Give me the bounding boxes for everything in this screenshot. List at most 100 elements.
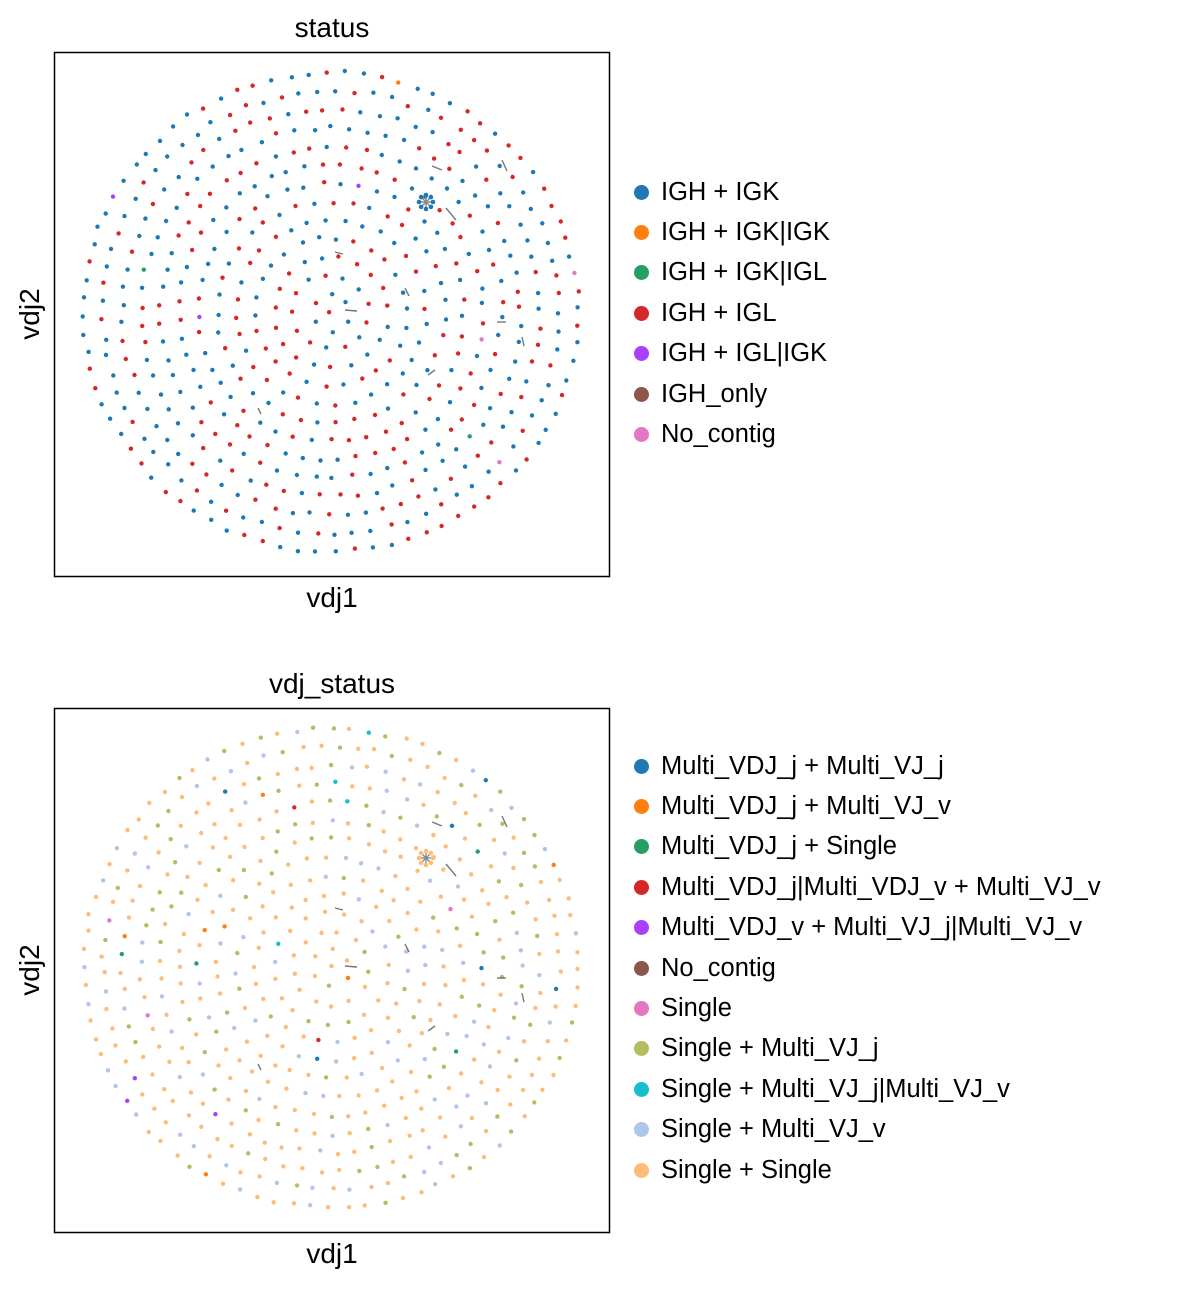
data-point xyxy=(307,340,313,345)
data-point xyxy=(334,930,339,935)
data-point xyxy=(300,1166,305,1171)
data-point xyxy=(535,290,541,296)
data-point xyxy=(261,930,266,935)
data-point xyxy=(250,230,255,235)
data-point xyxy=(368,392,374,397)
data-point xyxy=(176,174,181,180)
data-point xyxy=(462,464,468,469)
data-point xyxy=(419,1106,424,1111)
data-point xyxy=(104,1006,109,1012)
legend-label: IGH + IGK|IGK xyxy=(661,218,830,247)
data-point xyxy=(507,204,512,209)
data-point xyxy=(132,851,137,856)
data-point xyxy=(273,305,278,310)
data-point xyxy=(184,352,189,357)
legend-label: IGH_only xyxy=(661,379,768,408)
data-point xyxy=(292,971,297,976)
data-point xyxy=(393,272,398,277)
data-point xyxy=(123,1059,128,1064)
data-point xyxy=(484,177,489,182)
data-point xyxy=(532,864,538,869)
data-point xyxy=(250,83,255,88)
legend-item: No_contig xyxy=(634,414,830,454)
data-point xyxy=(160,339,166,344)
data-point xyxy=(387,918,392,924)
data-point xyxy=(304,379,309,384)
data-point xyxy=(329,437,334,442)
data-point xyxy=(385,1181,391,1186)
data-point xyxy=(258,1053,263,1058)
data-point xyxy=(495,220,501,226)
data-point xyxy=(483,1101,489,1106)
data-point xyxy=(385,1040,391,1045)
data-point xyxy=(312,1131,317,1136)
data-point xyxy=(425,764,430,770)
data-point xyxy=(404,306,410,311)
data-point xyxy=(242,1005,248,1011)
data-point xyxy=(271,890,276,895)
data-point xyxy=(486,469,491,474)
data-point xyxy=(368,471,373,477)
data-point xyxy=(383,944,388,949)
data-point xyxy=(438,280,444,286)
data-point xyxy=(443,317,449,322)
legend-marker xyxy=(634,1122,649,1138)
data-point xyxy=(142,436,147,441)
data-point xyxy=(553,1004,558,1009)
data-point xyxy=(292,822,298,827)
data-point xyxy=(283,451,288,456)
legend-marker xyxy=(634,386,649,402)
data-point xyxy=(382,257,387,262)
data-point xyxy=(330,292,335,297)
data-point xyxy=(556,290,561,296)
data-point xyxy=(428,194,434,200)
data-point xyxy=(194,961,199,966)
data-point xyxy=(461,897,467,902)
clone-edge xyxy=(445,863,457,877)
data-point xyxy=(511,865,516,871)
legend-item: Single + Multi_VJ_j xyxy=(634,1029,1101,1069)
data-point xyxy=(241,782,247,787)
data-point xyxy=(455,884,461,889)
data-point xyxy=(258,460,263,465)
data-point xyxy=(159,994,165,999)
data-point xyxy=(212,1087,217,1092)
data-point xyxy=(529,413,535,418)
data-point xyxy=(242,844,247,850)
data-point xyxy=(368,272,373,278)
data-point xyxy=(139,461,144,466)
data-point xyxy=(418,782,423,787)
data-point xyxy=(575,966,580,972)
data-point xyxy=(506,1035,511,1041)
data-point xyxy=(343,218,348,224)
data-point xyxy=(294,1183,300,1188)
data-point xyxy=(83,982,89,988)
data-point xyxy=(337,1167,342,1173)
data-point xyxy=(350,472,355,477)
data-point xyxy=(151,449,156,455)
data-point xyxy=(463,811,468,816)
data-point xyxy=(480,888,485,893)
data-point xyxy=(340,107,345,112)
legend-label: No_contig xyxy=(661,420,776,449)
data-point xyxy=(346,1204,352,1210)
data-point xyxy=(413,236,418,241)
data-point xyxy=(317,492,322,497)
data-point xyxy=(488,864,494,869)
data-point xyxy=(294,1128,299,1133)
data-point xyxy=(454,261,459,266)
data-point xyxy=(333,403,338,408)
data-point xyxy=(496,1049,502,1054)
data-point xyxy=(384,788,389,793)
data-point xyxy=(323,855,329,860)
data-point xyxy=(157,958,163,964)
data-point xyxy=(223,789,228,794)
data-point xyxy=(93,386,98,391)
data-point xyxy=(319,1170,325,1175)
data-point xyxy=(489,807,494,813)
data-point xyxy=(286,271,292,276)
legend-label: Single + Single xyxy=(661,1155,832,1184)
data-point xyxy=(573,1003,578,1009)
data-point xyxy=(213,959,219,964)
data-point xyxy=(184,264,190,270)
